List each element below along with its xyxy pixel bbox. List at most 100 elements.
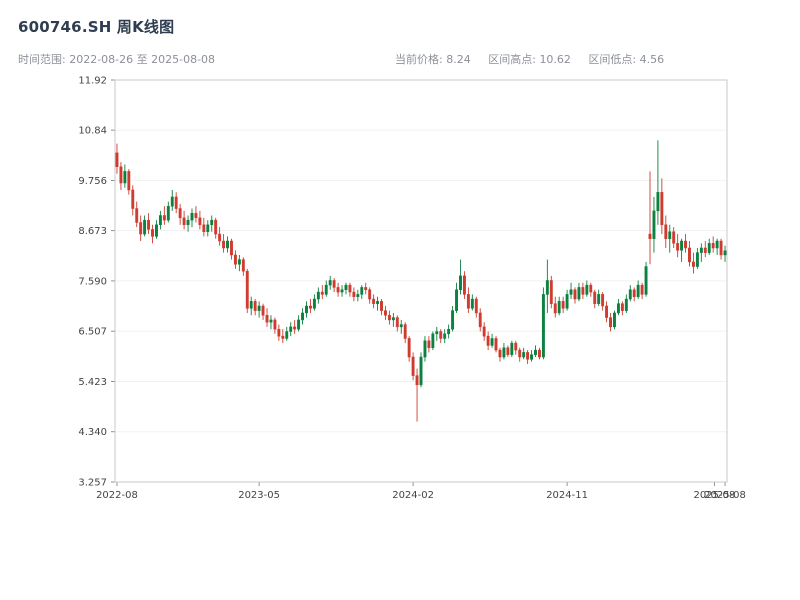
candle-body [210, 219, 214, 226]
candle-body [443, 333, 447, 339]
candle-body [620, 303, 624, 311]
candle-body [565, 294, 569, 309]
candle-body [249, 301, 253, 309]
candle-body [478, 312, 482, 328]
candle-body [376, 301, 380, 304]
y-tick-label: 10.84 [78, 126, 107, 137]
candle-body [407, 338, 411, 358]
candle-body [162, 215, 166, 221]
time-range-label: 时间范围: 2022-08-26 至 2025-08-08 [18, 53, 216, 66]
candle-body [273, 319, 277, 330]
candle-body [660, 192, 664, 226]
candle-body [664, 224, 668, 239]
candle-body [198, 217, 202, 226]
stats-line: 当前价格: 8.24 区间高点: 10.62 区间低点: 4.56 [395, 51, 664, 67]
candle-body [569, 289, 573, 295]
y-tick-label: 5.423 [78, 377, 107, 388]
candle-body [486, 335, 490, 346]
candle-body [518, 349, 522, 358]
stat-range-low-label: 区间低点: [588, 53, 637, 66]
candle-body [613, 312, 616, 328]
candle-body [636, 284, 640, 297]
candle-body [581, 287, 585, 295]
candle-body [680, 240, 684, 251]
candle-body [644, 266, 648, 295]
x-tick-label: 2022-08 [96, 490, 138, 501]
candle-body [652, 210, 656, 239]
candle-body [265, 315, 269, 323]
x-tick-label: 2025-08 [704, 490, 746, 501]
candle-body [585, 284, 589, 295]
candle-body [541, 294, 545, 358]
candle-body [695, 252, 699, 267]
candle-body [609, 317, 612, 328]
stat-current-price-value: 8.24 [446, 53, 471, 66]
candle-body [545, 280, 549, 295]
candle-body [178, 208, 182, 219]
candle-body [253, 301, 257, 311]
stat-range-high: 区间高点: 10.62 [488, 53, 571, 66]
candle-body [269, 319, 273, 323]
candle-body [135, 208, 139, 223]
candle-body [447, 328, 451, 335]
candle-body [174, 196, 178, 209]
candle-body [538, 349, 541, 358]
candle-body [632, 289, 636, 297]
candle-body [561, 301, 565, 309]
candle-body [166, 205, 170, 221]
candle-body [474, 298, 478, 314]
candle-body [628, 289, 632, 300]
candle-body [691, 261, 695, 267]
candle-body [320, 291, 324, 295]
candle-body [573, 289, 577, 300]
candle-body [194, 212, 198, 219]
candle-body [119, 166, 123, 184]
candle-body [312, 298, 316, 309]
candle-body [530, 354, 534, 360]
candle-body [391, 317, 395, 321]
candle-body [356, 294, 360, 297]
candle-body [419, 356, 423, 386]
candle-body [328, 280, 332, 286]
candle-body [170, 196, 174, 207]
candle-body [427, 340, 431, 349]
x-tick-label: 2024-11 [546, 490, 588, 501]
candle-body [285, 331, 289, 339]
stat-range-high-label: 区间高点: [488, 53, 536, 66]
candle-body [372, 298, 376, 304]
candle-body [451, 310, 455, 330]
candle-body [431, 333, 435, 349]
candle-body [218, 233, 222, 242]
candle-body [498, 349, 502, 358]
candle-body [490, 338, 494, 346]
candle-body [305, 305, 308, 314]
candle-body [190, 212, 194, 221]
stat-range-low-value: 4.56 [639, 53, 665, 66]
candle-body [616, 303, 620, 314]
candle-body [332, 280, 336, 288]
candle-body [348, 284, 352, 293]
candle-body [593, 291, 597, 304]
y-tick-label: 4.340 [78, 427, 107, 438]
candle-body [230, 240, 233, 256]
candle-body [143, 219, 147, 235]
candle-body [699, 247, 703, 253]
candle-body [344, 284, 348, 290]
candle-body [123, 171, 127, 184]
candle-body [703, 247, 707, 253]
y-tick-label: 8.673 [78, 226, 107, 237]
plot-border [114, 79, 728, 483]
stat-current-price: 当前价格: 8.24 [395, 53, 471, 66]
candle-body [380, 301, 383, 311]
candle-body [336, 287, 340, 293]
candle-body [147, 219, 151, 230]
candle-body [360, 287, 364, 295]
candle-body [155, 224, 158, 237]
candle-body [648, 233, 652, 239]
candle-body [233, 254, 237, 265]
candle-body [237, 259, 241, 265]
x-tick-label: 2025-08 [693, 490, 735, 501]
candle-body [403, 324, 407, 339]
candle-body [257, 305, 261, 311]
page-title: 600746.SH 周K线图 [18, 18, 175, 36]
